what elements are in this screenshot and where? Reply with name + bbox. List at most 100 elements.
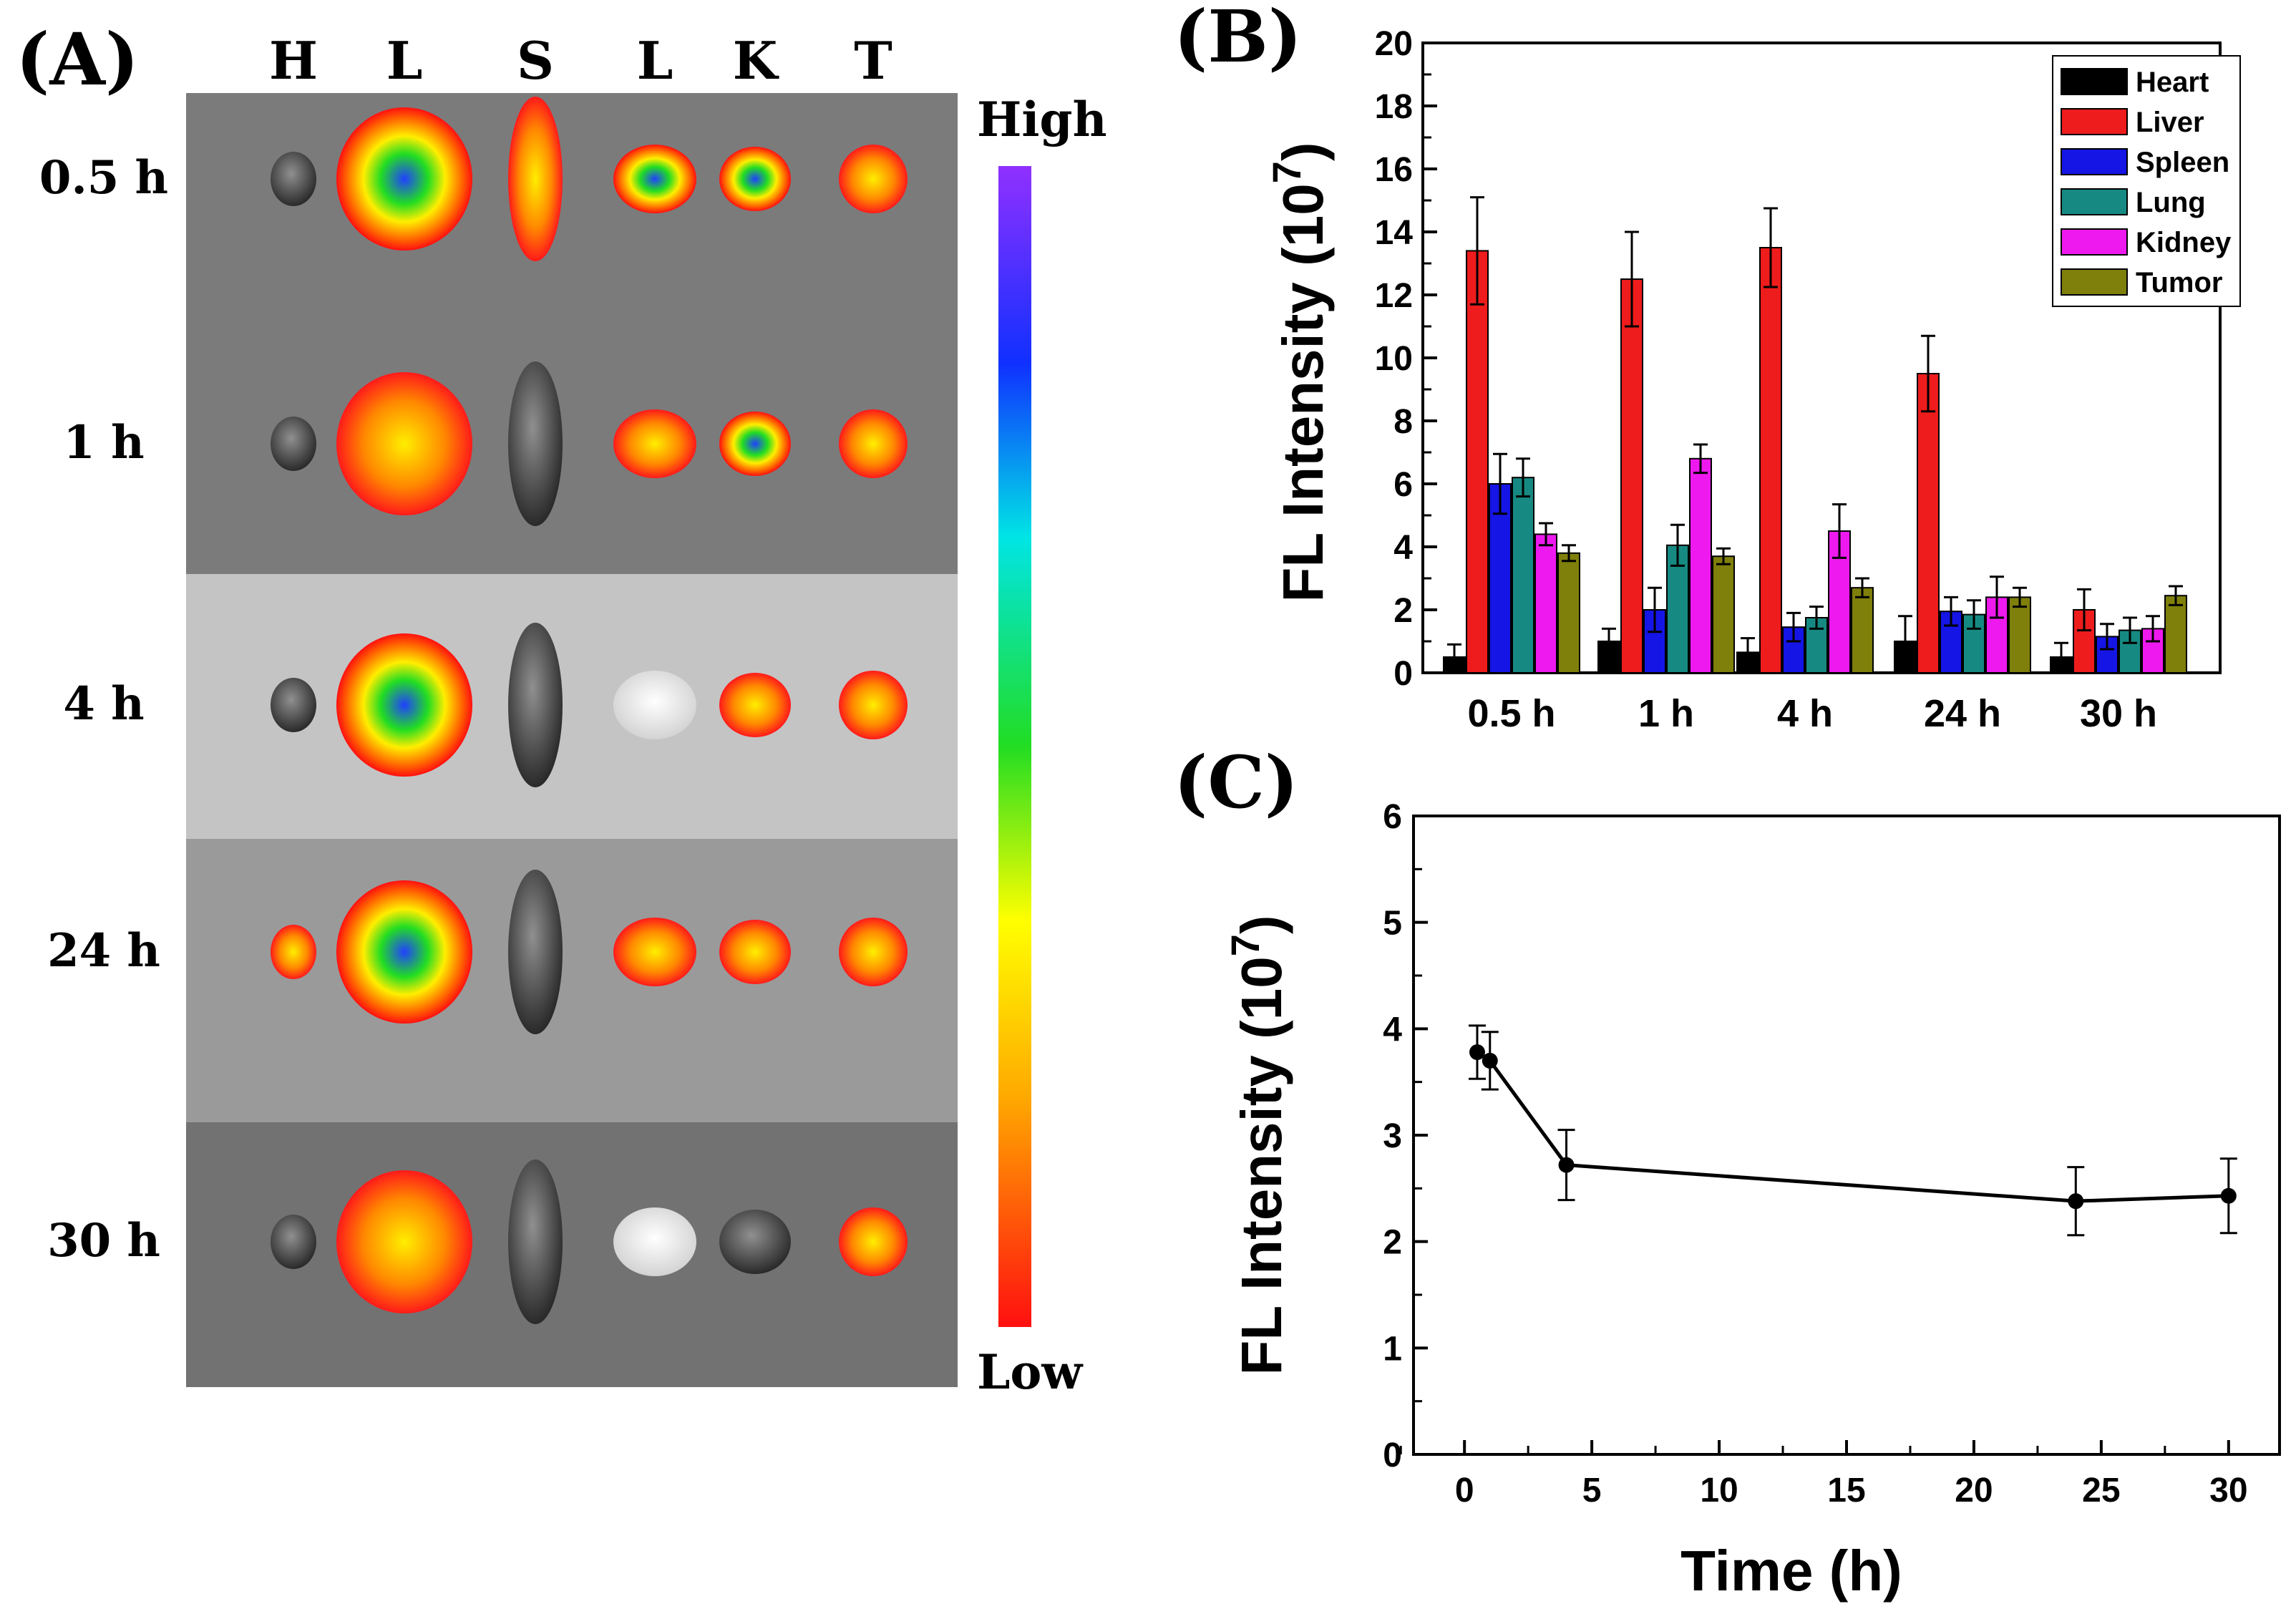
y-tick-label: 12 [1375,277,1413,315]
x-category-label: 0.5 h [1467,692,1555,735]
x-category-label: 4 h [1777,692,1833,735]
line-chart-x-axis-title: Time (h) [1680,1539,1902,1603]
x-tick-label: 20 [1955,1472,1993,1510]
line-chart-y-ticks: 0 1 2 3 4 5 6 [1383,798,1428,1474]
data-point [1469,1044,1485,1061]
time-row-label: 1 h [63,416,144,470]
panel-b-label: (B) [1174,0,1302,79]
organ-image [271,678,316,732]
intensity-color-scale [998,166,1031,1327]
organ-image [613,671,696,739]
organ-image [719,920,791,984]
legend-swatch [2061,268,2128,296]
bar-chart-y-axis-title: FL Intensity (107) [1264,142,1336,602]
y-tick-label: 14 [1375,214,1414,252]
y-tick-label: 4 [1393,529,1413,567]
organ-image [719,1210,791,1274]
organ-image [508,97,563,261]
time-row-labels: 0.5 h 1 h 4 h 24 h 30 h [39,151,168,1268]
data-point [2220,1187,2237,1204]
y-tick-label: 10 [1375,340,1413,378]
data-point [1558,1157,1575,1173]
scale-low-label: Low [977,1344,1084,1400]
y-tick-label: 2 [1383,1224,1402,1262]
organ-image [508,623,563,787]
legend-box [2052,55,2241,307]
x-tick-label: 25 [2082,1472,2120,1510]
bar-kidney [1534,533,1557,674]
organ-image [719,412,791,476]
organ-image [336,107,472,251]
organ-image [839,1207,908,1276]
line-chart-y-axis-title: FL Intensity (107) [1222,915,1294,1375]
legend-entry: Lung [2136,187,2206,218]
bar-tumor [2008,596,2031,674]
panel-c-label: (C) [1174,740,1298,825]
time-row-label: 24 h [47,924,160,978]
legend-entry: Heart [2136,67,2209,98]
legend-swatch [2061,108,2128,135]
time-row-label: 4 h [63,677,144,731]
organ-image [613,409,696,478]
data-point [1482,1052,1498,1069]
organ-image [271,1215,316,1269]
y-tick-label: 6 [1383,798,1402,836]
organ-image [271,417,316,471]
image-strip-3 [186,1122,958,1387]
y-tick-label: 2 [1393,592,1413,630]
bar-tumor [1851,587,1874,674]
panel-a-label: (A) [16,17,139,102]
y-tick-label: 0 [1383,1437,1402,1474]
organ-image [336,372,472,515]
x-category-label: 24 h [1924,692,2001,735]
organ-image [336,1170,472,1313]
tumor-intensity-line [1476,1050,2229,1203]
bar-liver [1917,373,1940,674]
bar-chart-bars [1443,247,2187,674]
legend-swatch [2061,188,2128,215]
x-tick-label: 5 [1582,1472,1602,1510]
legend-swatch [2061,228,2128,256]
organ-image [613,918,696,986]
organ-image [839,409,908,478]
bar-lung [1512,477,1534,674]
legend-entry: Liver [2136,107,2204,138]
organ-image [719,673,791,737]
time-row-label: 30 h [47,1214,160,1268]
y-tick-label: 5 [1383,905,1402,943]
organ-column-label: K [733,30,779,91]
data-point [2068,1193,2084,1210]
bar-chart-y-ticks: 0 2 4 6 8 10 12 14 16 18 20 [1375,25,1437,693]
bar-liver [1759,247,1782,674]
bar-tumor [1557,552,1580,674]
x-tick-label: 30 [2209,1472,2247,1510]
legend-entry: Tumor [2136,267,2222,298]
organ-image [839,918,908,986]
bar-liver [1620,278,1643,674]
y-tick-label: 8 [1393,403,1413,441]
legend-swatch [2061,68,2128,95]
x-tick-label: 15 [1827,1472,1865,1510]
organ-column-label: S [517,30,554,91]
y-tick-label: 0 [1393,655,1413,693]
y-tick-label: 18 [1375,88,1413,126]
y-tick-label: 4 [1383,1011,1402,1049]
time-row-label: 0.5 h [39,151,168,205]
organ-image [839,145,908,213]
bar-chart-categories: 0.5 h 1 h 4 h 24 h 30 h [1467,660,2157,735]
organ-column-label: T [854,30,892,91]
x-category-label: 30 h [2080,692,2157,735]
bar-chart-legend: Heart Liver Spleen Lung Kidney Tumor [2052,55,2241,307]
y-tick-label: 1 [1383,1330,1402,1368]
x-category-label: 1 h [1638,692,1694,735]
organ-image [719,147,791,211]
organ-image [839,671,908,739]
organ-image [336,880,472,1024]
legend-entry: Kidney [2136,227,2232,258]
image-strip-2 [186,839,958,1122]
organ-image [613,145,696,213]
y-tick-label: 6 [1393,466,1413,504]
y-tick-label: 16 [1375,151,1413,189]
